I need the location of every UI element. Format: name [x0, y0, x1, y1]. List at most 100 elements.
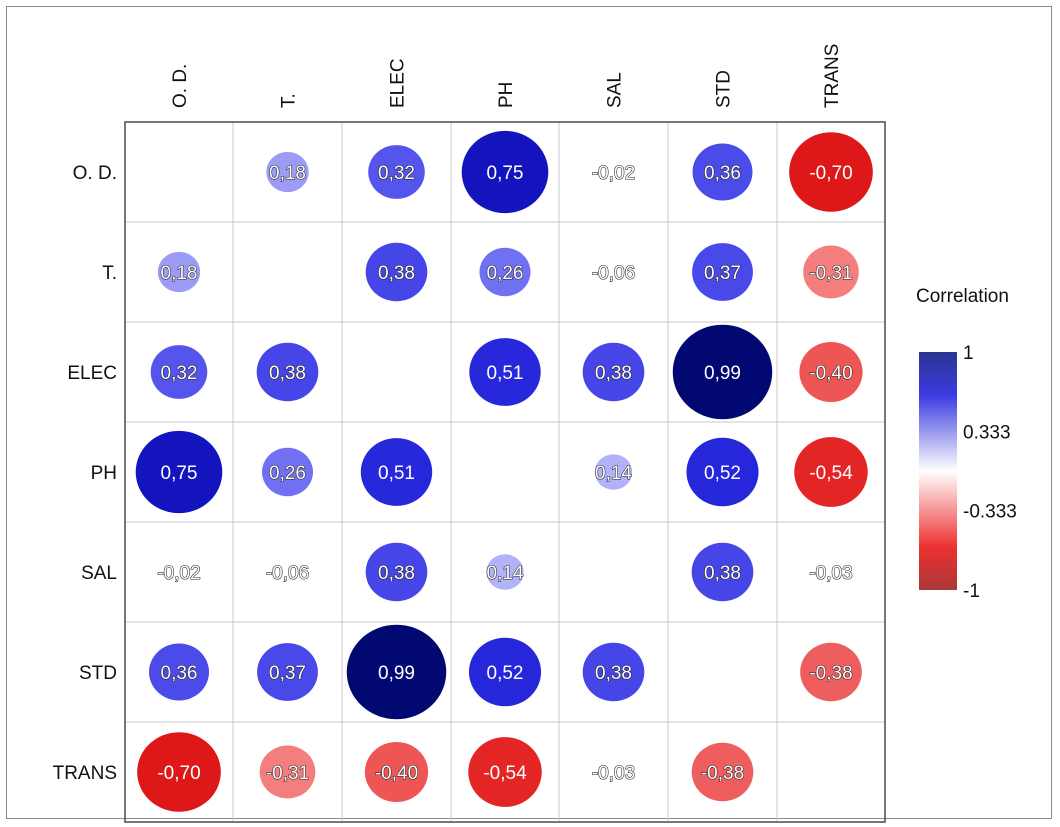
corr-value-0-3: 0,75 — [487, 163, 524, 184]
axis-labels: O. D. T. ELEC PH SAL STD TRANS O. D. T. ELEC PH SAL… — [53, 44, 843, 784]
corr-value-0-1: 0,18 — [269, 163, 306, 184]
corr-circle-6-2 — [364, 741, 429, 803]
corr-circle-0-5 — [692, 143, 753, 201]
corr-circle-0-1 — [266, 151, 309, 193]
corr-value-4-6: -0,03 — [809, 563, 852, 584]
corr-value-0-6: -0,70 — [809, 163, 852, 184]
corr-circle-2-1 — [256, 342, 319, 402]
col-label-4: SAL — [605, 72, 626, 108]
corr-circle-1-5 — [692, 243, 753, 301]
corr-circle-2-0 — [150, 345, 208, 399]
corr-circle-5-3 — [468, 637, 542, 707]
col-label-6: TRANS — [822, 44, 843, 108]
corr-value-1-6: -0,31 — [809, 263, 852, 284]
matrix-grid — [124, 121, 886, 823]
corr-value-2-6: -0,40 — [809, 363, 852, 384]
corr-value-0-4: -0,02 — [592, 163, 635, 184]
corr-circle-6-5 — [691, 742, 754, 802]
corr-value-3-5: 0,52 — [704, 463, 741, 484]
corr-value-3-0: 0,75 — [161, 463, 198, 484]
corr-circle-3-2 — [360, 438, 433, 506]
corr-value-6-5: -0,38 — [701, 763, 744, 784]
corr-value-4-1: -0,06 — [266, 563, 309, 584]
corr-circle-0-2 — [368, 145, 425, 199]
correlation-circles: 0,18 0,32 0,75 -0,02 0,36 -0,70 0,18 0,38 0,26 -0… — [135, 130, 873, 812]
legend-tick-3: -1 — [963, 581, 980, 602]
corr-value-6-1: -0,31 — [266, 763, 309, 784]
corr-value-1-5: 0,37 — [704, 263, 741, 284]
corr-value-3-4: 0,14 — [595, 463, 632, 484]
col-label-5: STD — [714, 70, 735, 108]
legend: Correlation 1 0.333 -0.333 -1 — [916, 286, 1017, 602]
corr-circle-6-1 — [259, 745, 316, 799]
corr-value-2-0: 0,32 — [161, 363, 198, 384]
corr-circle-0-3 — [461, 130, 549, 214]
corr-circle-1-3 — [479, 247, 531, 297]
corr-circle-3-1 — [262, 447, 313, 497]
row-label-0: O. D. — [73, 163, 117, 184]
corr-circle-3-6 — [794, 437, 868, 507]
corr-circle-5-1 — [257, 643, 318, 701]
corr-value-6-3: -0,54 — [483, 763, 527, 784]
corr-value-3-2: 0,51 — [378, 463, 415, 484]
corr-circle-5-2 — [346, 624, 447, 720]
corr-value-2-5: 0,99 — [704, 363, 741, 384]
corr-value-5-2: 0,99 — [378, 663, 415, 684]
corr-value-2-1: 0,38 — [269, 363, 306, 384]
corr-circle-3-4 — [594, 454, 633, 490]
corr-value-3-1: 0,26 — [269, 463, 306, 484]
corr-value-1-0: 0,18 — [161, 263, 198, 284]
corr-circle-5-0 — [149, 643, 209, 701]
matrix-border — [124, 121, 886, 823]
corr-value-0-5: 0,36 — [704, 163, 741, 184]
legend-tick-0: 1 — [963, 343, 974, 364]
legend-colorbar — [919, 352, 957, 590]
row-label-1: T. — [102, 263, 117, 284]
corr-value-5-6: -0,38 — [809, 663, 852, 684]
corr-value-4-3: 0,14 — [487, 563, 524, 584]
col-label-0: O. D. — [170, 64, 191, 108]
corr-value-4-0: -0,02 — [157, 563, 200, 584]
legend-ticks: 1 0.333 -0.333 -1 — [963, 343, 1017, 602]
corr-circle-6-0 — [137, 732, 221, 812]
corr-value-2-3: 0,51 — [487, 363, 524, 384]
corr-circle-0-6 — [789, 132, 873, 212]
corr-value-6-4: -0,03 — [592, 763, 635, 784]
corr-value-1-2: 0,38 — [378, 263, 415, 284]
corr-value-2-4: 0,38 — [595, 363, 632, 384]
corr-circle-1-0 — [157, 251, 201, 293]
row-label-3: PH — [91, 463, 117, 484]
corr-circle-2-6 — [799, 341, 863, 403]
col-label-1: T. — [279, 93, 300, 108]
corr-value-1-4: -0,06 — [592, 263, 635, 284]
corr-circle-5-6 — [800, 642, 862, 702]
corr-circle-4-5 — [691, 542, 754, 602]
corr-value-1-3: 0,26 — [487, 263, 524, 284]
corr-circle-1-2 — [365, 242, 428, 302]
corr-circle-3-0 — [135, 430, 223, 514]
corr-circle-6-3 — [468, 737, 542, 807]
corr-circle-2-5 — [672, 324, 773, 420]
corr-value-4-5: 0,38 — [704, 563, 741, 584]
corr-value-5-0: 0,36 — [161, 663, 198, 684]
corr-value-5-4: 0,38 — [595, 663, 632, 684]
legend-tick-1: 0.333 — [963, 422, 1011, 443]
legend-title: Correlation — [916, 286, 1009, 307]
corr-circle-4-3 — [486, 554, 524, 590]
corr-circle-2-4 — [582, 342, 645, 402]
corr-value-4-2: 0,38 — [378, 563, 415, 584]
corr-value-3-6: -0,54 — [809, 463, 853, 484]
legend-tick-2: -0.333 — [963, 502, 1017, 523]
corr-value-0-2: 0,32 — [378, 163, 415, 184]
col-label-3: PH — [496, 82, 517, 108]
corr-circle-5-4 — [582, 642, 645, 702]
corr-value-6-0: -0,70 — [157, 763, 200, 784]
corr-value-6-2: -0,40 — [375, 763, 418, 784]
row-label-5: STD — [79, 663, 117, 684]
corr-circle-3-5 — [686, 437, 759, 507]
row-label-4: SAL — [81, 563, 117, 584]
corr-value-5-1: 0,37 — [269, 663, 306, 684]
row-label-6: TRANS — [53, 763, 117, 784]
corr-circle-4-2 — [365, 542, 428, 602]
